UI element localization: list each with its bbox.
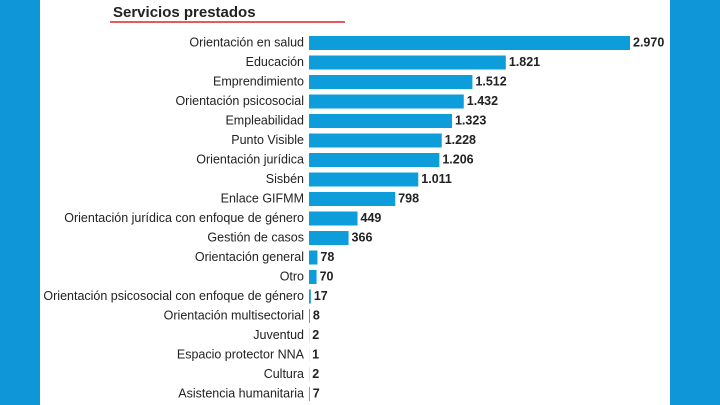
bar: [309, 55, 506, 70]
category-label: Sisbén: [266, 172, 304, 186]
value-label: 2: [312, 328, 319, 342]
bar: [309, 270, 317, 284]
category-label: Educación: [246, 55, 304, 69]
bar: [309, 211, 358, 226]
value-label: 78: [320, 250, 334, 264]
value-label: 2: [312, 367, 319, 381]
side-band: [0, 0, 40, 405]
category-label: Cultura: [264, 367, 304, 381]
category-label: Asistencia humanitaria: [178, 386, 304, 400]
chart-title: Servicios prestados: [113, 4, 256, 21]
bar: [309, 250, 318, 265]
category-label: Emprendimiento: [213, 74, 304, 88]
bar: [309, 387, 310, 401]
category-label: Punto Visible: [231, 133, 304, 147]
value-label: 366: [352, 230, 373, 244]
bar: [309, 289, 311, 304]
category-label: Enlace GIFMM: [221, 191, 304, 205]
category-label: Orientación psicosocial con enfoque de g…: [43, 289, 304, 303]
value-label: 8: [313, 308, 320, 322]
bar: [309, 114, 452, 128]
category-label: Orientación en salud: [189, 35, 304, 49]
value-label: 70: [320, 269, 334, 283]
category-label: Espacio protector NNA: [177, 347, 305, 361]
category-label: Orientación jurídica con enfoque de géne…: [64, 211, 304, 225]
value-label: 449: [361, 211, 382, 225]
bar: [309, 192, 396, 206]
side-band: [670, 0, 720, 405]
category-label: Gestión de casos: [207, 230, 304, 244]
bar: [309, 94, 464, 109]
value-label: 1.228: [445, 133, 476, 147]
value-label: 798: [398, 191, 419, 205]
bar: [309, 75, 473, 89]
category-label: Orientación psicosocial: [175, 94, 304, 108]
value-label: 1.512: [475, 74, 506, 88]
value-label: 1: [312, 347, 319, 361]
category-label: Empleabilidad: [225, 113, 304, 127]
category-label: Orientación general: [195, 250, 304, 264]
bar: [309, 36, 630, 50]
value-label: 1.206: [442, 152, 473, 166]
value-label: 2.970: [633, 35, 664, 49]
value-label: 1.821: [509, 55, 540, 69]
bar: [309, 309, 310, 323]
value-label: 1.432: [467, 94, 498, 108]
value-label: 1.323: [455, 113, 486, 127]
bar: [309, 231, 349, 245]
value-label: 7: [313, 386, 320, 400]
category-label: Orientación multisectorial: [164, 308, 304, 322]
bar: [309, 153, 440, 167]
value-label: 17: [314, 289, 328, 303]
value-label: 1.011: [421, 172, 452, 186]
bar: [309, 133, 442, 148]
category-label: Juventud: [253, 328, 304, 342]
category-label: Otro: [280, 269, 304, 283]
category-label: Orientación jurídica: [196, 152, 304, 166]
bar: [309, 172, 419, 187]
